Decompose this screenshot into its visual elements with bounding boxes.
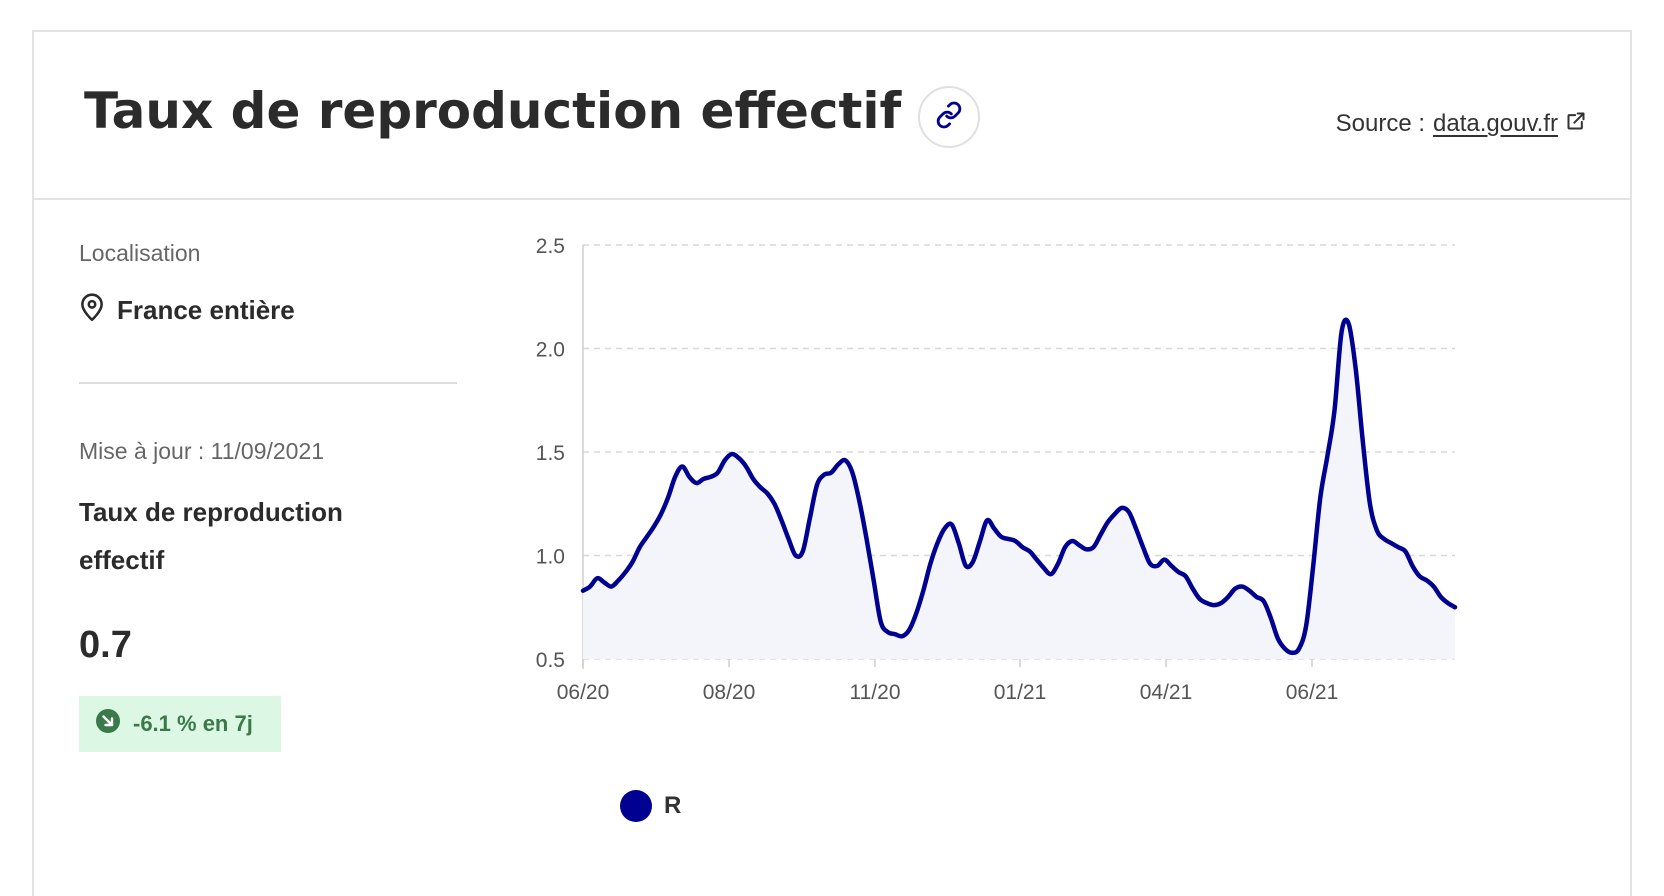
copy-link-button[interactable]	[918, 86, 980, 148]
source-link-label: data.gouv.fr	[1433, 110, 1558, 137]
chart-area: 0.5 1.0 1.5 2.0 2.5 06/20 08/20 11/20 01/21 04/21…	[520, 220, 1520, 820]
location-label: Localisation	[79, 240, 201, 266]
location-name: France entière	[117, 295, 295, 325]
x-tick-label: 06/21	[1286, 681, 1339, 704]
map-pin-icon	[79, 292, 105, 329]
trend-text: -6.1 % en 7j	[133, 711, 253, 736]
link-icon	[935, 101, 963, 133]
metric-value: 0.7	[79, 624, 132, 666]
y-tick-label: 2.5	[536, 235, 565, 258]
legend-label: R	[664, 792, 682, 819]
y-tick-label: 0.5	[536, 649, 565, 672]
chart-legend: R	[620, 790, 681, 822]
legend-swatch	[620, 790, 652, 822]
card-header: Taux de reproduction effectif Source : d…	[34, 32, 1630, 200]
page-title: Taux de reproduction effectif	[84, 82, 902, 140]
x-tick-label: 08/20	[703, 681, 756, 704]
y-tick-label: 2.0	[536, 339, 565, 362]
location-value[interactable]: France entière	[79, 292, 295, 329]
source-link[interactable]: data.gouv.fr	[1433, 110, 1586, 138]
external-link-icon	[1566, 110, 1586, 138]
arrow-down-right-icon	[95, 708, 121, 740]
x-tick-label: 06/20	[557, 681, 610, 704]
x-tick-label: 11/20	[850, 681, 901, 704]
panel-divider	[79, 382, 457, 384]
source-info: Source : data.gouv.fr	[1336, 110, 1586, 138]
line-chart: 0.5 1.0 1.5 2.0 2.5 06/20 08/20 11/20 01/21 04/21…	[536, 235, 1458, 704]
y-tick-label: 1.5	[536, 442, 565, 465]
trend-badge: -6.1 % en 7j	[79, 696, 281, 752]
series-area-fill	[583, 319, 1455, 659]
y-tick-label: 1.0	[536, 546, 565, 569]
x-tick-label: 01/21	[994, 681, 1047, 704]
x-tick-label: 04/21	[1140, 681, 1193, 704]
metric-name: Taux de reproduction effectif	[79, 497, 343, 575]
update-date: Mise à jour : 11/09/2021	[79, 438, 325, 464]
series-line-r	[580, 317, 1458, 656]
source-prefix: Source :	[1335, 110, 1426, 137]
